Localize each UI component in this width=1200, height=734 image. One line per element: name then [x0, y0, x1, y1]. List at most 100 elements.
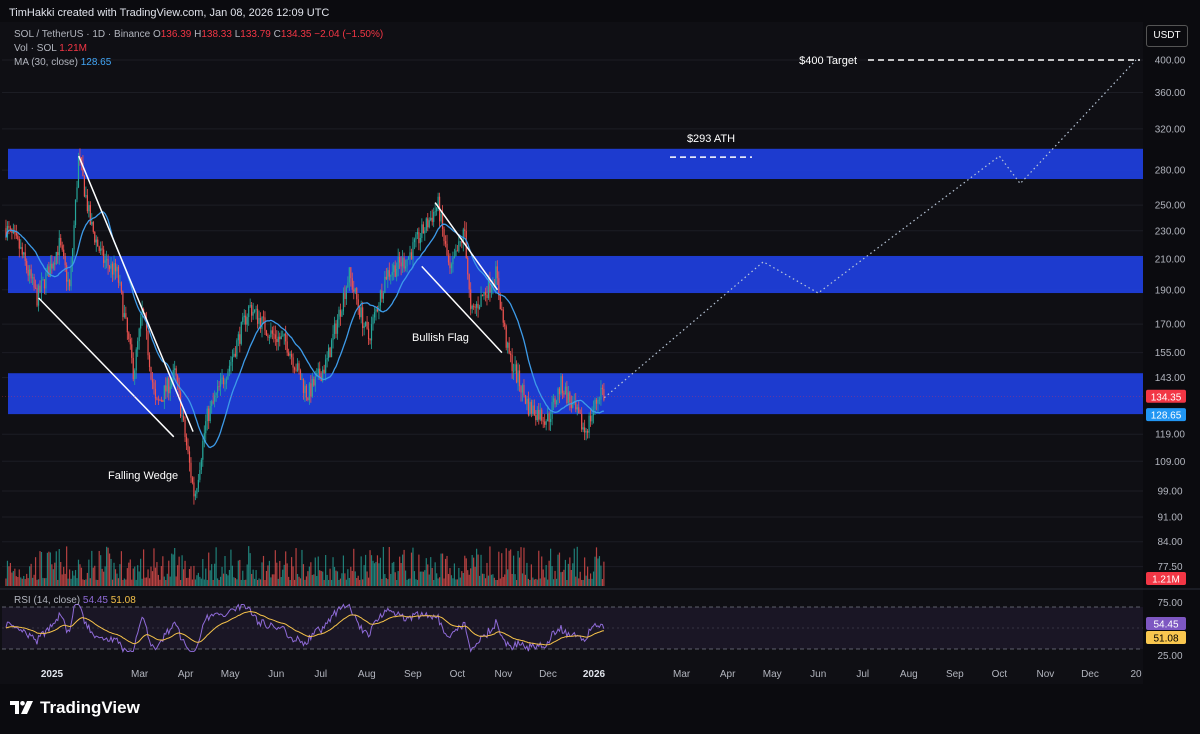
candle-body — [379, 290, 382, 306]
candle-body — [376, 309, 379, 312]
volume-bar — [282, 569, 284, 586]
volume-bar — [26, 573, 28, 586]
symbol-name[interactable]: SOL / TetherUS · 1D · Binance — [14, 29, 151, 40]
candle-body — [163, 385, 165, 402]
x-tick-label: Nov — [495, 669, 513, 680]
volume-bar — [29, 566, 31, 586]
volume-bar — [597, 558, 599, 586]
candle-body — [480, 294, 482, 307]
y-tick-label: 155.00 — [1155, 348, 1186, 359]
candle-body — [60, 237, 62, 246]
candle-body — [148, 355, 151, 368]
candle-body — [88, 205, 90, 212]
volume-bar — [578, 578, 580, 586]
rsi-tick-label: 25.00 — [1157, 651, 1182, 662]
candle-body — [215, 392, 217, 396]
volume-bar — [184, 560, 186, 586]
chart-attribution: TimHakki created with TradingView.com, J… — [9, 7, 330, 19]
y-tick-label: 400.00 — [1155, 56, 1186, 67]
volume-bar — [289, 579, 291, 586]
tradingview-logo-icon — [10, 701, 33, 714]
candle-body — [251, 305, 253, 316]
candle-body — [71, 249, 74, 266]
volume-bar — [390, 573, 392, 586]
candle-body — [518, 370, 521, 387]
volume-bar — [366, 571, 368, 586]
currency-button[interactable]: USDT — [1146, 25, 1188, 47]
rsi-tick-label: 75.00 — [1157, 598, 1182, 609]
volume-label[interactable]: Vol · SOL — [14, 43, 57, 54]
volume-bar — [407, 578, 410, 586]
volume-bar — [32, 577, 34, 586]
candle-body — [440, 213, 442, 222]
candle-body — [196, 488, 198, 494]
candle-body — [153, 382, 155, 389]
volume-bar — [450, 575, 453, 586]
candle-body — [80, 157, 83, 164]
volume-bar — [12, 571, 14, 586]
x-tick-label: Apr — [720, 669, 736, 680]
volume-bar — [493, 577, 495, 586]
volume-bar — [465, 558, 467, 586]
candle-body — [484, 291, 487, 295]
volume-bar — [319, 570, 321, 586]
ma-label[interactable]: MA (30, close) — [14, 57, 78, 68]
volume-bar — [474, 566, 476, 586]
candle-body — [603, 389, 605, 401]
y-tick-label: 280.00 — [1155, 166, 1186, 177]
y-tick-label: 99.00 — [1157, 487, 1182, 498]
volume-bar — [48, 551, 50, 586]
tradingview-logo[interactable]: TradingView — [10, 698, 140, 718]
volume-bar — [106, 546, 108, 586]
candle-body — [255, 308, 257, 311]
volume-bar — [160, 566, 162, 586]
rsi-label[interactable]: RSI (14, close) — [14, 595, 81, 606]
candle-body — [465, 231, 467, 258]
volume-bar — [369, 550, 371, 586]
candle-body — [156, 398, 158, 400]
candle-body — [351, 278, 353, 290]
volume-bar — [422, 571, 424, 586]
volume-bar — [456, 579, 458, 586]
volume-bar — [595, 547, 598, 586]
ma-value: 128.65 — [80, 57, 112, 68]
volume-bar — [246, 564, 248, 586]
volume-bar — [154, 567, 157, 586]
volume-bar — [71, 570, 74, 586]
volume-bar — [520, 547, 522, 586]
candle-body — [552, 398, 555, 402]
candle-body — [539, 409, 541, 420]
candle-body — [532, 405, 534, 414]
volume-bar — [394, 572, 396, 586]
candle-body — [77, 156, 80, 188]
volume-bar — [332, 557, 334, 586]
volume-bar — [467, 570, 469, 586]
candle-body — [305, 385, 308, 398]
candle-body — [200, 459, 202, 470]
target-400-label: $400 Target — [799, 55, 857, 67]
candle-body — [135, 349, 137, 371]
candle-body — [145, 319, 148, 331]
candle-body — [328, 347, 330, 358]
volume-bar — [242, 570, 244, 586]
volume-bar — [73, 575, 75, 586]
candle-body — [404, 266, 407, 269]
volume-bar — [251, 573, 253, 586]
candle-body — [397, 256, 399, 270]
falling-wedge-upper-line — [78, 155, 194, 432]
candle-body — [558, 388, 561, 395]
volume-bar — [237, 560, 239, 586]
volume-bar — [523, 547, 525, 586]
volume-bar — [85, 579, 87, 586]
volume-bar — [55, 551, 57, 586]
candle-body — [487, 278, 490, 298]
candle-body — [387, 270, 389, 280]
volume-bar — [215, 547, 217, 586]
volume-bar — [239, 559, 241, 586]
volume-bar — [357, 575, 359, 586]
candle-body — [366, 321, 368, 329]
volume-bar — [533, 579, 535, 586]
candle-body — [233, 353, 235, 357]
volume-bar — [428, 574, 430, 586]
